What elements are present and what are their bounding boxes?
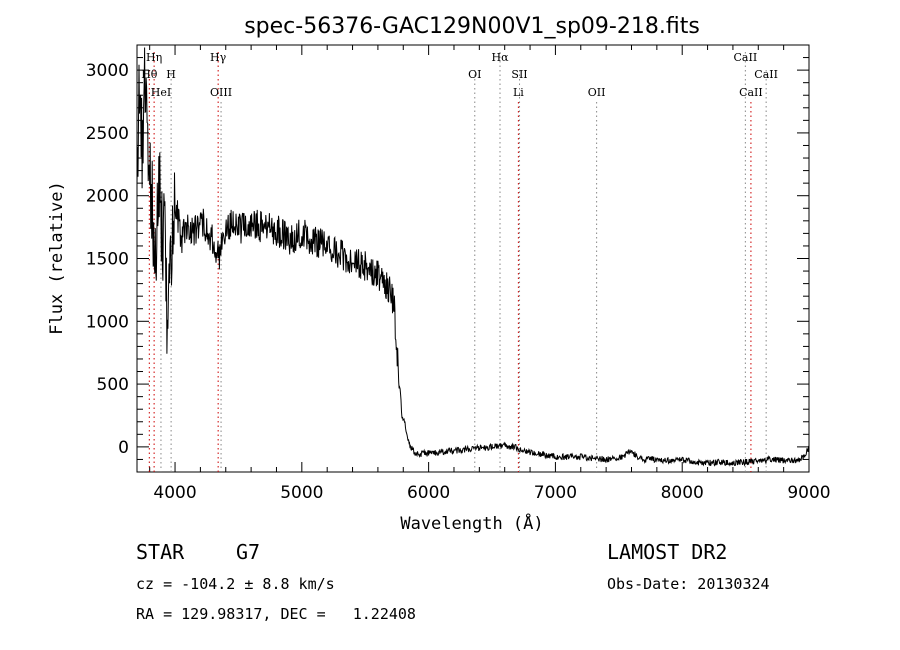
- x-tick-label: 9000: [787, 483, 830, 503]
- x-tick-label: 8000: [661, 483, 704, 503]
- line-marker-label: OIII: [210, 86, 232, 99]
- x-tick-label: 5000: [280, 483, 323, 503]
- line-marker-label: Hθ: [141, 68, 158, 81]
- line-marker-label: CaII: [739, 86, 763, 99]
- line-marker-label: SII: [511, 68, 527, 81]
- line-marker-label: Hη: [146, 51, 162, 64]
- y-tick-label: 2500: [86, 124, 129, 144]
- chart-title: spec-56376-GAC129N00V1_sp09-218.fits: [244, 14, 700, 39]
- y-axis-label: Flux (relative): [47, 181, 67, 335]
- x-tick-label: 7000: [534, 483, 577, 503]
- cz-value: cz = -104.2 ± 8.8 km/s: [136, 575, 335, 593]
- plot-frame: [136, 44, 810, 473]
- line-marker-label: OI: [468, 68, 481, 81]
- x-axis-ticks: 4000 5000 6000 7000 8000 9000: [149, 45, 831, 503]
- spectral-line-markers: [148, 52, 767, 472]
- class-label: STAR: [136, 540, 185, 564]
- line-marker-label: CaII: [754, 68, 778, 81]
- y-tick-label: 1500: [86, 250, 129, 270]
- line-marker-label: OII: [588, 86, 606, 99]
- survey-label: LAMOST DR2: [607, 540, 727, 564]
- spectrum-info: STAR G7 LAMOST DR2 cz = -104.2 ± 8.8 km/…: [136, 540, 770, 623]
- y-axis-ticks: 0 500 1000 1500 2000 2500 3000: [86, 44, 809, 460]
- obs-date: Obs-Date: 20130324: [607, 575, 770, 593]
- y-tick-label: 3000: [86, 61, 129, 81]
- line-marker-label: CaII: [734, 51, 758, 64]
- line-marker-label: Hα: [491, 51, 509, 64]
- spectrum-line: [136, 47, 810, 467]
- line-marker-label: H: [166, 68, 176, 81]
- x-tick-label: 6000: [407, 483, 450, 503]
- y-tick-label: 500: [97, 375, 129, 395]
- x-axis-label: Wavelength (Å): [400, 512, 543, 534]
- y-tick-label: 2000: [86, 187, 129, 207]
- subclass-label: G7: [236, 540, 260, 564]
- line-marker-label: HeI: [151, 86, 171, 99]
- y-tick-label: 0: [118, 438, 129, 458]
- plot-area: 4000 5000 6000 7000 8000 9000 0 500 1000 1500 200…: [86, 44, 831, 503]
- ra-dec-coords: RA = 129.98317, DEC = 1.22408: [136, 605, 416, 623]
- y-tick-label: 1000: [86, 312, 129, 332]
- line-marker-label: Li: [513, 86, 524, 99]
- x-tick-label: 4000: [153, 483, 196, 503]
- line-marker-label: Hγ: [210, 51, 227, 64]
